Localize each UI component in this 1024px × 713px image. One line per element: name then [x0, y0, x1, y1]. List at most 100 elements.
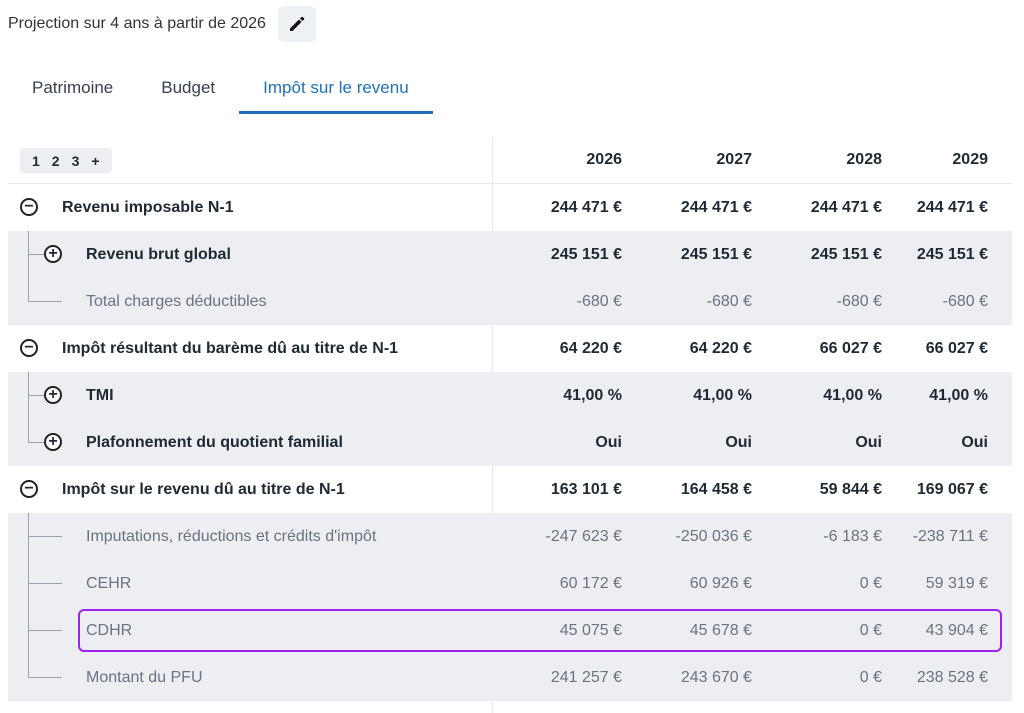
table-row: Total charges déductibles -680 € -680 € … [8, 278, 1012, 325]
table-cell: 0 € [859, 621, 882, 639]
expand-icon[interactable]: + [44, 433, 62, 451]
table-row-highlighted[interactable]: CDHR 45 075 € 45 678 € 0 € 43 904 € [8, 607, 1012, 654]
year-header: 2029 [952, 151, 988, 168]
row-label: TMI [86, 386, 114, 404]
table-cell: -247 623 € [545, 527, 622, 545]
table-cell: 163 101 € [550, 480, 622, 498]
year-header: 2028 [846, 151, 882, 168]
projection-title: Projection sur 4 ans à partir de 2026 [8, 15, 266, 32]
table-cell: -680 € [836, 292, 882, 310]
table-cell: 169 067 € [916, 480, 988, 498]
table-cell: Oui [855, 433, 882, 451]
table-cell: 59 844 € [819, 480, 882, 498]
row-label: CEHR [86, 574, 132, 592]
table-cell: 59 319 € [925, 574, 988, 592]
tree-connector [28, 630, 62, 631]
table-cell: 245 151 € [550, 245, 622, 263]
table-row: CEHR 60 172 € 60 926 € 0 € 59 319 € [8, 560, 1012, 607]
table-cell: 245 151 € [916, 245, 988, 263]
row-label: Plafonnement du quotient familial [86, 433, 343, 451]
level-1-button[interactable]: 1 [32, 152, 40, 169]
tree-connector [28, 301, 62, 302]
row-label: Total charges déductibles [86, 292, 267, 310]
tab-patrimoine[interactable]: Patrimoine [32, 78, 114, 97]
table-cell: 64 220 € [559, 339, 622, 357]
table-cell: Oui [595, 433, 622, 451]
table-cell: 244 471 € [916, 198, 988, 216]
tab-impot-sur-le-revenu[interactable]: Impôt sur le revenu [239, 66, 433, 114]
table-row: − Impôt sur le revenu dû au titre de N-1… [8, 466, 1012, 513]
pencil-icon [289, 16, 305, 31]
table-cell: 64 220 € [689, 339, 752, 357]
row-label: Revenu imposable N-1 [62, 198, 234, 216]
table-cell: Oui [961, 433, 988, 451]
year-header: 2027 [716, 151, 752, 168]
table-cell: -250 036 € [675, 527, 752, 545]
tab-bar: Patrimoine Budget Impôt sur le revenu [8, 66, 433, 114]
table-cell: 245 151 € [810, 245, 882, 263]
table-cell: 244 471 € [810, 198, 882, 216]
table-row: Imputations, réductions et crédits d'imp… [8, 513, 1012, 560]
tree-connector [28, 278, 29, 301]
table-cell: 245 151 € [680, 245, 752, 263]
table-cell: 243 670 € [680, 668, 752, 686]
table-cell: 45 075 € [559, 621, 622, 639]
tree-connector [28, 583, 62, 584]
row-label: Impôt sur le revenu dû au titre de N-1 [62, 480, 345, 498]
level-expand-all-button[interactable]: + [91, 152, 100, 169]
table-cell: 41,00 % [929, 386, 988, 404]
table-row: + Revenu brut global 245 151 € 245 151 €… [8, 231, 1012, 278]
table-row: − Revenu imposable N-1 244 471 € 244 471… [8, 184, 1012, 231]
row-label: CDHR [86, 621, 133, 639]
table-cell: -6 183 € [823, 527, 882, 545]
tab-budget[interactable]: Budget [161, 78, 216, 97]
table-cell: 244 471 € [680, 198, 752, 216]
table-header-row: 1 2 3 + 2026 2027 2028 2029 [8, 137, 1012, 184]
tree-connector [28, 442, 44, 443]
tree-connector [28, 654, 29, 677]
table-cell: 45 678 € [689, 621, 752, 639]
table-cell: -680 € [942, 292, 988, 310]
expand-icon[interactable]: + [44, 245, 62, 263]
collapse-icon[interactable]: − [20, 480, 38, 498]
table-cell: 60 172 € [559, 574, 622, 592]
projection-header: Projection sur 4 ans à partir de 2026 [8, 6, 316, 42]
edit-projection-button[interactable] [277, 6, 316, 42]
table-cell: 241 257 € [550, 668, 622, 686]
table-cell: 60 926 € [689, 574, 752, 592]
tree-connector [28, 254, 44, 255]
level-3-button[interactable]: 3 [71, 152, 80, 169]
table-cell: 0 € [859, 574, 882, 592]
table-cell: 66 027 € [925, 339, 988, 357]
income-tax-table: 1 2 3 + 2026 2027 2028 2029 − Revenu imp… [8, 137, 1012, 701]
row-label: Impôt résultant du barème dû au titre de… [62, 339, 399, 357]
collapse-icon[interactable]: − [20, 198, 38, 216]
table-row: − Impôt résultant du barème dû au titre … [8, 325, 1012, 372]
table-cell: 41,00 % [693, 386, 752, 404]
table-cell: Oui [725, 433, 752, 451]
table-row: + Plafonnement du quotient familial Oui … [8, 419, 1012, 466]
table-cell: 0 € [859, 668, 882, 686]
collapse-icon[interactable]: − [20, 339, 38, 357]
row-label: Revenu brut global [86, 245, 231, 263]
row-label: Montant du PFU [86, 668, 203, 686]
table-cell: 238 528 € [916, 668, 988, 686]
table-row: Montant du PFU 241 257 € 243 670 € 0 € 2… [8, 654, 1012, 701]
table-cell: -680 € [576, 292, 622, 310]
table-cell: -680 € [706, 292, 752, 310]
table-cell: 41,00 % [823, 386, 882, 404]
table-cell: -238 711 € [912, 527, 988, 545]
year-header: 2026 [586, 151, 622, 168]
table-cell: 244 471 € [550, 198, 622, 216]
level-selector: 1 2 3 + [20, 148, 112, 173]
tree-connector [28, 536, 62, 537]
tree-connector [28, 677, 62, 678]
tree-connector [28, 419, 29, 442]
row-label: Imputations, réductions et crédits d'imp… [86, 527, 377, 545]
tree-connector [28, 395, 44, 396]
table-cell: 41,00 % [563, 386, 622, 404]
expand-icon[interactable]: + [44, 386, 62, 404]
table-row: + TMI 41,00 % 41,00 % 41,00 % 41,00 % [8, 372, 1012, 419]
table-cell: 66 027 € [819, 339, 882, 357]
level-2-button[interactable]: 2 [51, 152, 60, 169]
